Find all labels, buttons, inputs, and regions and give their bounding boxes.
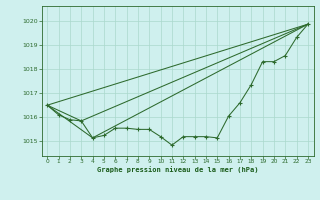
X-axis label: Graphe pression niveau de la mer (hPa): Graphe pression niveau de la mer (hPa) (97, 167, 258, 173)
